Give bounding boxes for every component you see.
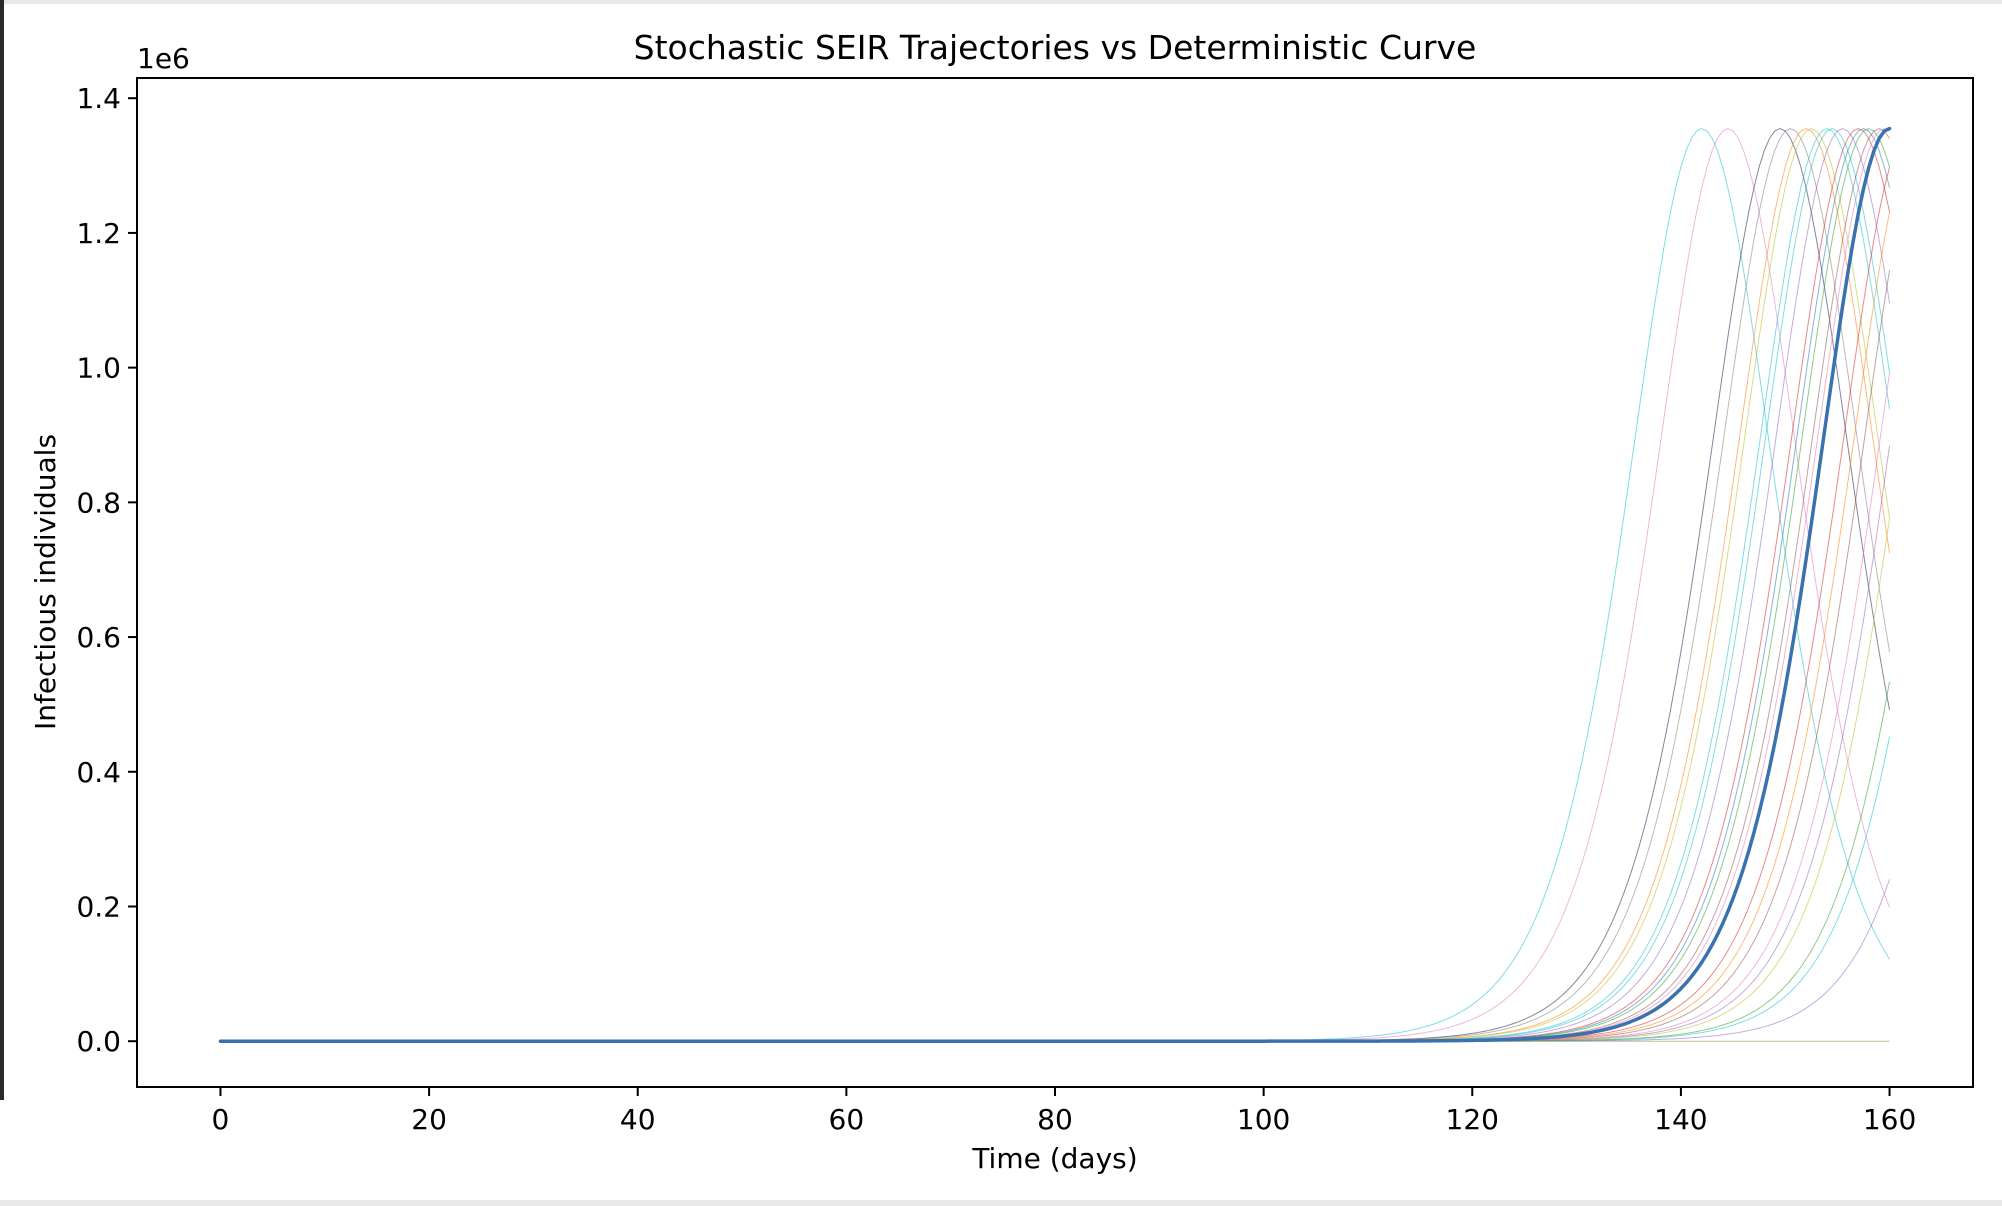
- y-axis-offset-label: 1e6: [137, 42, 190, 75]
- deterministic-curve-line: [218, 126, 1892, 1043]
- left-border-strip: [0, 0, 4, 1100]
- stochastic-trajectory-line: [220, 127, 1891, 1042]
- stochastic-trajectory-line: [220, 736, 1891, 1042]
- stochastic-trajectory-line: [220, 270, 1891, 1042]
- y-axis-label: Infectious individuals: [29, 434, 62, 730]
- x-axis-ticks: 0 20 40 60 80 100 120 140 160: [212, 1087, 1916, 1136]
- x-tick-label: 20: [411, 1103, 447, 1136]
- y-tick-label: 0.6: [76, 621, 121, 654]
- stochastic-trajectory-line: [220, 166, 1891, 1042]
- x-tick-label: 160: [1863, 1103, 1916, 1136]
- stochastic-trajectory-line: [220, 212, 1891, 1042]
- stochastic-trajectory-line: [220, 518, 1891, 1042]
- y-tick-label: 1.0: [76, 352, 121, 385]
- x-tick-label: 0: [212, 1103, 230, 1136]
- stochastic-trajectory-line: [220, 681, 1891, 1042]
- plot-area-frame: [136, 77, 1974, 1088]
- x-tick-label: 120: [1446, 1103, 1499, 1136]
- y-tick-label: 0.0: [76, 1025, 121, 1058]
- x-tick-label: 100: [1237, 1103, 1290, 1136]
- bottom-border-strip: [0, 1200, 2002, 1206]
- y-tick-label: 0.2: [76, 890, 121, 923]
- y-axis-ticks: 0.0 0.2 0.4 0.6 0.8 1.0 1.2 1.4: [76, 82, 137, 1058]
- stochastic-trajectory-line: [220, 372, 1891, 1042]
- x-tick-label: 40: [620, 1103, 656, 1136]
- x-tick-label: 140: [1654, 1103, 1707, 1136]
- chart-title: Stochastic SEIR Trajectories vs Determin…: [634, 28, 1477, 67]
- y-tick-label: 1.4: [76, 82, 121, 115]
- x-tick-label: 80: [1037, 1103, 1073, 1136]
- y-tick-label: 1.2: [76, 217, 121, 250]
- series-layer: [218, 126, 1892, 1043]
- stochastic-trajectory-line: [220, 445, 1891, 1042]
- y-tick-label: 0.8: [76, 486, 121, 519]
- top-border-strip: [0, 0, 2002, 4]
- x-axis-label: Time (days): [971, 1142, 1137, 1175]
- x-tick-label: 60: [829, 1103, 865, 1136]
- y-tick-label: 0.4: [76, 756, 121, 789]
